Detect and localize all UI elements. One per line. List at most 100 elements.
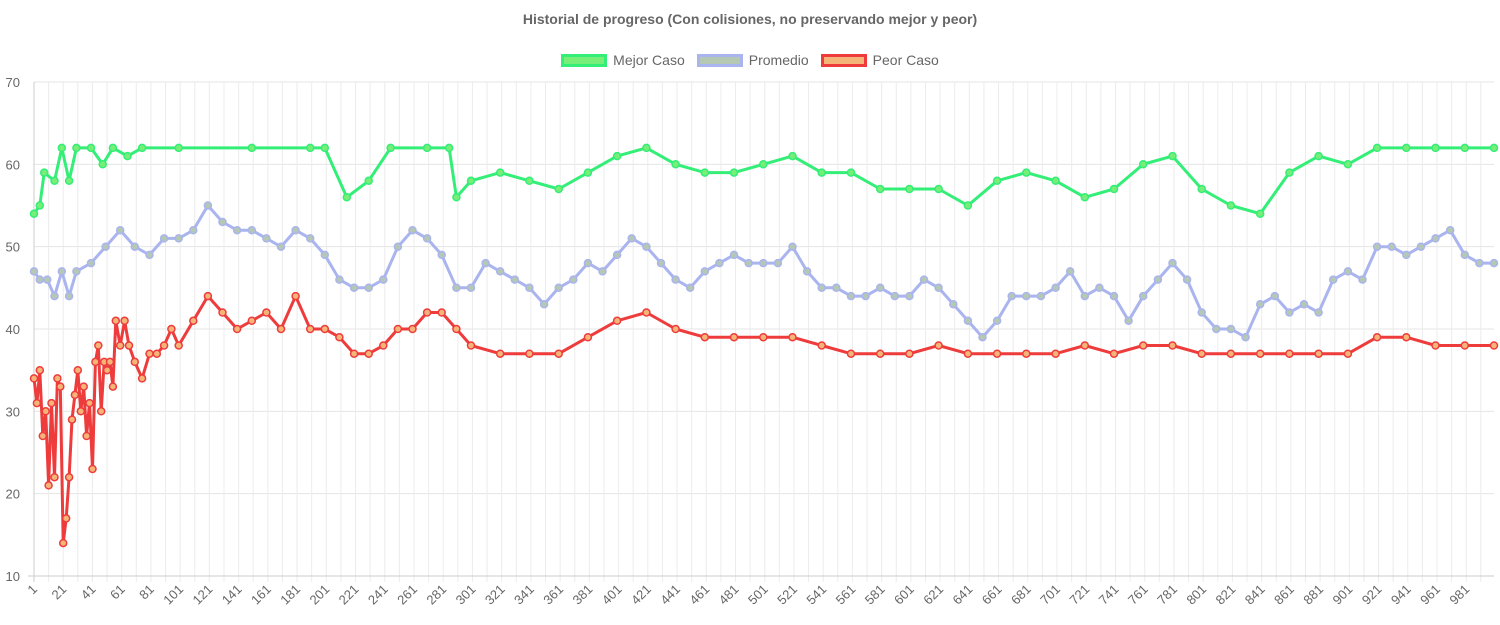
data-point-promedio[interactable] [35,275,45,284]
data-point-peor-caso[interactable] [85,398,94,408]
data-point-promedio[interactable] [393,242,403,251]
data-point-peor-caso[interactable] [159,341,169,350]
data-point-peor-caso[interactable] [91,357,100,367]
data-point-mejor-caso[interactable] [817,168,826,177]
data-point-promedio[interactable] [671,275,680,284]
data-point-promedio[interactable] [452,283,461,293]
data-point-promedio[interactable] [1255,300,1265,309]
data-point-peor-caso[interactable] [174,341,183,350]
data-point-promedio[interactable] [1445,225,1455,235]
data-point-mejor-caso[interactable] [700,168,710,177]
data-point-peor-caso[interactable] [115,341,125,350]
data-point-peor-caso[interactable] [70,390,80,400]
data-point-mejor-caso[interactable] [1168,151,1177,161]
data-point-promedio[interactable] [466,283,476,293]
data-point-mejor-caso[interactable] [1022,168,1031,177]
data-point-peor-caso[interactable] [35,365,45,375]
data-point-promedio[interactable] [1036,291,1046,301]
data-point-promedio[interactable] [1372,242,1382,251]
data-point-promedio[interactable] [203,201,213,210]
data-point-promedio[interactable] [335,275,344,284]
data-point-peor-caso[interactable] [393,324,403,334]
data-point-promedio[interactable] [305,234,315,243]
data-point-peor-caso[interactable] [189,316,198,326]
data-point-promedio[interactable] [861,291,870,301]
data-point-peor-caso[interactable] [335,332,344,342]
data-point-peor-caso[interactable] [1431,341,1440,350]
data-point-peor-caso[interactable] [130,357,140,367]
data-point-promedio[interactable] [1402,250,1411,260]
data-point-peor-caso[interactable] [1460,341,1470,350]
data-point-promedio[interactable] [525,283,534,293]
data-point-peor-caso[interactable] [58,538,68,548]
data-point-peor-caso[interactable] [64,472,74,482]
data-point-peor-caso[interactable] [50,472,59,482]
data-point-peor-caso[interactable] [583,332,593,342]
data-point-peor-caso[interactable] [41,407,50,416]
data-point-mejor-caso[interactable] [123,151,132,161]
data-point-peor-caso[interactable] [152,349,162,358]
data-point-promedio[interactable] [1080,291,1090,301]
data-point-peor-caso[interactable] [88,464,97,474]
data-point-peor-caso[interactable] [1197,349,1206,358]
data-point-peor-caso[interactable] [1168,341,1177,350]
data-point-peor-caso[interactable] [671,324,680,334]
data-point-mejor-caso[interactable] [452,193,461,202]
data-point-promedio[interactable] [554,283,563,293]
data-point-promedio[interactable] [1328,275,1338,284]
data-point-peor-caso[interactable] [1402,332,1411,342]
data-point-peor-caso[interactable] [1372,332,1382,342]
data-point-peor-caso[interactable] [963,349,973,358]
legend-item-mejor-caso[interactable]: Mejor Caso [561,52,685,68]
data-point-promedio[interactable] [130,242,140,251]
data-point-peor-caso[interactable] [79,382,88,391]
data-point-promedio[interactable] [1065,267,1075,276]
data-point-promedio[interactable] [1343,267,1353,276]
data-point-mejor-caso[interactable] [1431,143,1440,153]
data-point-promedio[interactable] [656,258,666,268]
data-point-mejor-caso[interactable] [788,151,797,161]
data-point-peor-caso[interactable] [759,332,768,342]
data-point-promedio[interactable] [759,258,768,268]
data-point-promedio[interactable] [934,283,943,293]
data-point-peor-caso[interactable] [1080,341,1090,350]
data-point-promedio[interactable] [685,283,695,293]
data-point-promedio[interactable] [1475,258,1484,268]
data-point-mejor-caso[interactable] [98,160,107,169]
data-point-mejor-caso[interactable] [39,168,49,177]
data-point-promedio[interactable] [1051,283,1060,293]
data-point-promedio[interactable] [583,258,593,268]
data-point-peor-caso[interactable] [1022,349,1031,358]
data-point-peor-caso[interactable] [73,365,83,375]
data-point-promedio[interactable] [1299,300,1309,309]
data-point-promedio[interactable] [1212,324,1221,334]
data-point-promedio[interactable] [1007,291,1016,301]
data-point-peor-caso[interactable] [247,316,257,326]
data-point-peor-caso[interactable] [94,341,103,350]
data-point-promedio[interactable] [349,283,359,293]
data-point-mejor-caso[interactable] [1109,184,1119,194]
data-point-promedio[interactable] [744,258,753,268]
data-point-peor-caso[interactable] [1138,341,1148,350]
data-point-peor-caso[interactable] [53,374,62,383]
data-point-mejor-caso[interactable] [1460,143,1470,153]
data-point-peor-caso[interactable] [1489,341,1499,350]
data-point-peor-caso[interactable] [349,349,359,358]
data-point-mejor-caso[interactable] [305,143,315,153]
data-point-promedio[interactable] [232,225,242,235]
data-point-promedio[interactable] [1124,316,1133,326]
data-point-mejor-caso[interactable] [671,160,680,169]
data-point-peor-caso[interactable] [422,308,432,317]
data-point-promedio[interactable] [115,225,125,235]
data-point-peor-caso[interactable] [364,349,373,358]
data-point-mejor-caso[interactable] [875,184,885,194]
data-point-promedio[interactable] [949,300,958,309]
data-point-promedio[interactable] [101,242,110,251]
data-point-promedio[interactable] [963,316,973,326]
data-point-promedio[interactable] [1314,308,1323,317]
data-point-peor-caso[interactable] [124,341,134,350]
data-point-promedio[interactable] [598,267,607,276]
data-point-promedio[interactable] [1022,291,1031,301]
data-point-mejor-caso[interactable] [1343,160,1353,169]
data-point-promedio[interactable] [437,250,446,260]
